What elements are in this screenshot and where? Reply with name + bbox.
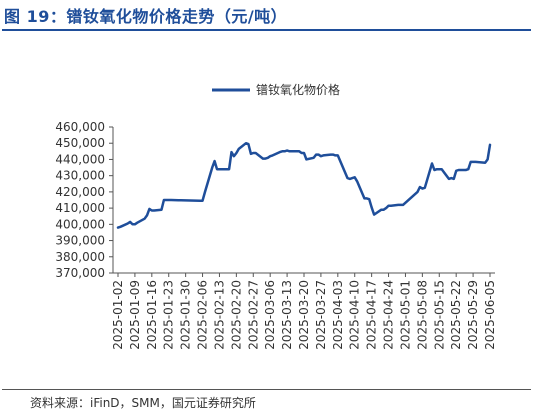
y-tick-label: 420,000	[55, 185, 105, 199]
figure-title: 图 19：镨钕氧化物价格走势（元/吨）	[4, 7, 288, 26]
plot-area	[116, 141, 492, 229]
y-tick-label: 380,000	[55, 250, 105, 264]
y-tick-label: 430,000	[55, 169, 105, 183]
y-tick-label: 460,000	[55, 120, 105, 134]
y-tick-label: 410,000	[55, 201, 105, 215]
x-tick-label: 2025-03-06	[263, 280, 277, 350]
x-tick-label: 2025-05-08	[415, 280, 429, 350]
x-tick-label: 2025-05-15	[432, 280, 446, 350]
x-tick-label: 2025-06-05	[483, 280, 497, 350]
x-tick-label: 2025-01-09	[128, 280, 142, 350]
x-tick-label: 2025-04-17	[365, 280, 379, 350]
y-tick-label: 400,000	[55, 217, 105, 231]
x-tick-label: 2025-05-29	[466, 280, 480, 350]
x-tick-label: 2025-04-03	[331, 280, 345, 350]
price-line-chart: 镨钕氧化物价格 370,000 380,000 390,000 400,000 410,…	[55, 82, 497, 350]
y-tick-label: 440,000	[55, 152, 105, 166]
y-tick-label: 370,000	[55, 266, 105, 280]
x-tick-label: 2025-03-20	[297, 280, 311, 350]
x-tick-label: 2025-05-01	[398, 280, 412, 350]
chart-legend: 镨钕氧化物价格	[212, 82, 340, 97]
series-line-price	[116, 141, 492, 229]
x-tick-label: 2025-01-16	[145, 280, 159, 350]
y-tick-label: 390,000	[55, 234, 105, 248]
x-tick-label: 2025-01-30	[179, 280, 193, 350]
x-axis: 2025-01-02 2025-01-09 2025-01-16 2025-01-23…	[111, 272, 497, 350]
legend-label: 镨钕氧化物价格	[256, 82, 340, 97]
source-note: 资料来源：iFinD，SMM，国元证券研究所	[30, 396, 256, 410]
x-tick-label: 2025-04-10	[348, 280, 362, 350]
x-tick-label: 2025-01-02	[111, 280, 125, 350]
x-tick-label: 2025-02-27	[246, 280, 260, 350]
x-tick-label: 2025-02-20	[229, 280, 243, 350]
x-tick-label: 2025-05-22	[449, 280, 463, 350]
x-tick-label: 2025-04-24	[382, 280, 396, 350]
title-rule	[2, 29, 531, 31]
y-tick-label: 450,000	[55, 136, 105, 150]
footer-rule	[2, 389, 531, 390]
x-tick-label: 2025-02-06	[196, 280, 210, 350]
x-tick-label: 2025-03-13	[280, 280, 294, 350]
x-tick-label: 2025-02-13	[212, 280, 226, 350]
y-axis: 370,000 380,000 390,000 400,000 410,000 420,0…	[55, 120, 114, 280]
x-tick-label: 2025-03-27	[314, 280, 328, 350]
x-tick-label: 2025-01-23	[162, 280, 176, 350]
